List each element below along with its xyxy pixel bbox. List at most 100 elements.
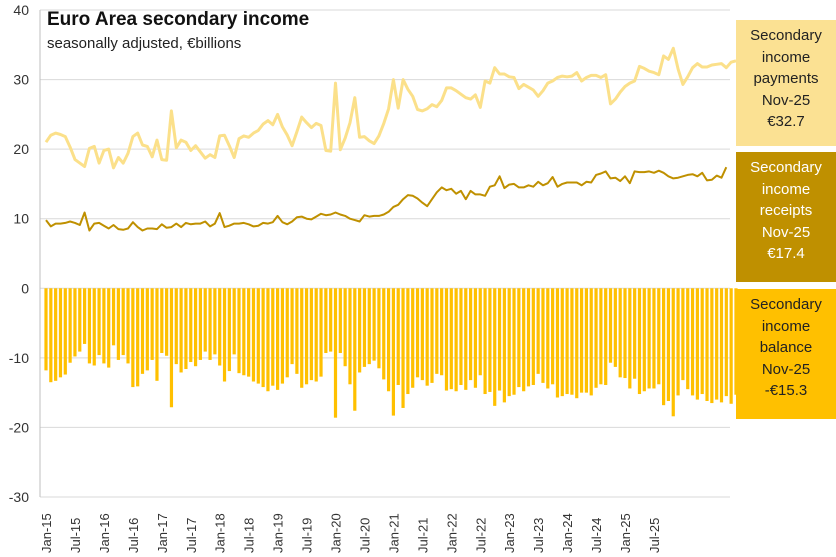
balance-bar	[719, 288, 724, 403]
balance-bar	[338, 288, 342, 353]
balance-bar	[251, 288, 256, 382]
callout-receipts: Secondary income receipts Nov-25 €17.4	[736, 152, 836, 282]
balance-bar	[266, 288, 270, 392]
balance-bar	[184, 288, 188, 369]
x-tick-label: Jan-18	[213, 513, 228, 553]
balance-bar	[584, 288, 588, 393]
chart-title: Euro Area secondary income	[47, 9, 310, 30]
balance-bar	[126, 288, 130, 364]
balance-bar	[362, 288, 367, 367]
balance-bar	[575, 288, 579, 399]
y-tick-label: 0	[21, 280, 29, 296]
x-tick-label: Jan-22	[444, 513, 459, 553]
balance-bar	[483, 288, 487, 395]
balance-bar	[411, 288, 415, 388]
x-tick-label: Jul-19	[300, 518, 315, 553]
balance-bar	[121, 288, 125, 356]
balance-bar	[208, 288, 212, 360]
balance-bar	[488, 288, 492, 392]
balance-bar	[613, 288, 617, 367]
balance-bar	[700, 288, 704, 395]
x-tick-label: Jul-23	[531, 518, 546, 553]
balance-bar	[203, 288, 207, 352]
callout-balance-line2: income	[761, 317, 811, 335]
balance-bar	[169, 288, 174, 408]
balance-bar	[444, 288, 449, 391]
balance-bar	[87, 288, 92, 364]
balance-bar	[372, 288, 376, 361]
callout-payments-line2: income	[761, 48, 811, 66]
balance-bar	[92, 288, 96, 366]
balance-bar	[63, 288, 67, 375]
x-tick-label: Jan-15	[39, 513, 54, 553]
balance-bar	[189, 288, 193, 363]
callout-balance-line3: balance	[759, 339, 813, 356]
x-tick-label: Jan-25	[618, 513, 633, 553]
callout-payments-line1: Secondary	[750, 27, 822, 44]
balance-bar	[430, 288, 434, 383]
balance-bar	[174, 288, 178, 365]
balance-bar	[165, 288, 169, 356]
balance-bar	[657, 288, 661, 385]
balance-bar	[290, 288, 294, 365]
balance-bar	[237, 288, 241, 374]
x-tick-label: Jan-21	[386, 513, 401, 553]
callout-payments-period: Nov-25	[761, 91, 811, 109]
balance-bar	[271, 288, 275, 386]
balance-bar	[724, 288, 728, 397]
callout-balance-line1: Secondary	[750, 296, 822, 313]
balance-bar	[536, 288, 540, 374]
balance-bar	[406, 288, 410, 395]
balance-bar	[686, 288, 690, 390]
balance-bar	[131, 288, 135, 388]
balance-bar	[705, 288, 709, 401]
balance-bar	[652, 288, 656, 389]
x-tick-label: Jan-16	[97, 513, 112, 553]
balance-bar	[382, 288, 386, 380]
balance-bar	[179, 288, 183, 373]
balance-bar	[314, 288, 318, 382]
balance-bar	[401, 288, 405, 408]
balance-bar	[623, 288, 627, 379]
balance-bar	[512, 288, 516, 395]
callout-payments-line3: payments	[753, 70, 819, 87]
balance-bar	[242, 288, 246, 376]
balance-bar	[160, 288, 164, 353]
balance-bar	[526, 288, 531, 387]
balance-bar	[729, 288, 733, 404]
balance-bar	[633, 288, 637, 379]
balance-bar	[343, 288, 347, 367]
balance-bar	[116, 288, 120, 360]
balance-bar	[565, 288, 569, 395]
balance-bar	[247, 288, 251, 377]
balance-bar	[58, 288, 63, 378]
balance-bar	[300, 288, 304, 388]
balance-bar	[285, 288, 289, 378]
balance-bar	[68, 288, 72, 363]
balance-bar	[502, 288, 506, 403]
balance-bar	[454, 288, 458, 392]
x-tick-label: Jul-22	[473, 518, 488, 553]
balance-bar	[560, 288, 564, 397]
balance-bar	[425, 288, 429, 386]
y-tick-label: 40	[13, 2, 29, 18]
balance-bar	[493, 288, 497, 406]
callout-payments: Secondary income payments Nov-25 €32.7	[736, 20, 836, 146]
balance-bar	[710, 288, 714, 404]
x-tick-label: Jul-16	[126, 518, 141, 553]
balance-bar	[256, 288, 260, 384]
callout-receipts-period: Nov-25	[761, 223, 811, 241]
balance-bar	[49, 288, 53, 383]
balance-bar	[420, 288, 424, 381]
x-tick-label: Jan-24	[560, 513, 575, 553]
balance-bar	[111, 288, 116, 346]
x-tick-label: Jul-24	[589, 518, 604, 553]
balance-bar	[647, 288, 651, 389]
balance-bar	[353, 288, 357, 411]
y-tick-label: 20	[13, 141, 29, 157]
balance-bar	[150, 288, 154, 360]
balance-bar	[348, 288, 352, 385]
balance-bar	[676, 288, 680, 396]
balance-bar	[377, 288, 381, 369]
